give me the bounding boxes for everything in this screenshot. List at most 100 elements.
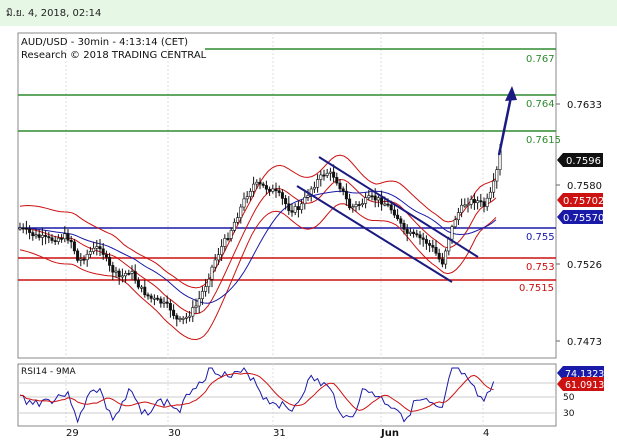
candle-body bbox=[405, 229, 409, 234]
candle-body bbox=[127, 273, 131, 275]
candle-body bbox=[274, 188, 278, 192]
candle-body bbox=[37, 234, 41, 238]
support-label-1: 0.753 bbox=[526, 262, 555, 273]
candle-body bbox=[47, 236, 51, 239]
candle-body bbox=[332, 171, 336, 178]
resistance-label-2: 0.764 bbox=[526, 99, 555, 110]
candle-body bbox=[213, 259, 217, 268]
current-price-tag bbox=[557, 153, 603, 167]
candle-body bbox=[184, 316, 188, 319]
candle-body bbox=[325, 172, 329, 176]
candle-body bbox=[178, 318, 182, 320]
candle-body bbox=[34, 234, 38, 237]
candle-body bbox=[204, 286, 208, 292]
candle-body bbox=[428, 243, 432, 246]
candle-body bbox=[392, 209, 396, 216]
candle-body bbox=[31, 232, 35, 237]
candle-body bbox=[447, 238, 451, 252]
candle-body bbox=[450, 226, 454, 240]
rsi-value-tag bbox=[557, 366, 604, 380]
candle-body bbox=[258, 181, 262, 185]
candle-body bbox=[181, 317, 185, 320]
candle-body bbox=[460, 204, 464, 213]
candle-body bbox=[376, 197, 380, 201]
candle-body bbox=[50, 237, 54, 241]
candle-body bbox=[40, 234, 44, 238]
candle-body bbox=[389, 204, 393, 211]
candle-body bbox=[69, 240, 73, 243]
channel-lower-line bbox=[296, 185, 453, 283]
price-tag-blue bbox=[557, 210, 603, 224]
candle-body bbox=[79, 258, 83, 261]
candle-body bbox=[156, 297, 160, 300]
candle-body bbox=[175, 315, 179, 320]
candle-body bbox=[380, 197, 384, 205]
candle-body bbox=[344, 190, 348, 200]
candle-body bbox=[418, 234, 422, 239]
candle-body bbox=[316, 179, 320, 188]
candle-body bbox=[277, 190, 281, 193]
candle-body bbox=[341, 188, 345, 192]
candle-body bbox=[412, 231, 416, 235]
candle-body bbox=[210, 266, 214, 280]
candle-body bbox=[466, 204, 470, 206]
candle-body bbox=[370, 195, 374, 198]
candle-body bbox=[268, 188, 272, 192]
candle-body bbox=[207, 278, 211, 287]
bollinger-middle bbox=[19, 178, 497, 315]
candle-body bbox=[133, 271, 137, 281]
candle-body bbox=[437, 252, 441, 260]
candle-body bbox=[229, 230, 233, 239]
candle-body bbox=[245, 196, 249, 200]
main-panel bbox=[17, 32, 557, 359]
price-axis-label: 0.7473 bbox=[567, 337, 602, 348]
moving-average-line bbox=[19, 190, 497, 304]
candle-body bbox=[85, 254, 89, 261]
candle-body bbox=[146, 294, 150, 297]
candle-body bbox=[290, 210, 294, 213]
candle-body bbox=[120, 275, 124, 278]
candle-body bbox=[472, 199, 476, 204]
x-axis-label: 4 bbox=[483, 428, 489, 439]
candle-body bbox=[463, 204, 467, 207]
candle-body bbox=[434, 247, 438, 254]
candle-body bbox=[357, 204, 361, 206]
rsi-panel bbox=[17, 363, 557, 427]
price-axis-label: 0.7580 bbox=[567, 181, 602, 192]
candle-body bbox=[364, 197, 368, 204]
candles bbox=[18, 144, 502, 327]
price-tag-red-value: 0.75702 bbox=[563, 196, 604, 207]
candle-body bbox=[197, 298, 201, 307]
candle-body bbox=[143, 286, 147, 296]
resistance-label-3: 0.7615 bbox=[526, 135, 561, 146]
candle-body bbox=[402, 222, 406, 230]
candle-body bbox=[492, 180, 496, 193]
candle-body bbox=[354, 204, 358, 207]
resistance-label-1: 0.767 bbox=[526, 54, 555, 65]
rsi-axis-label: 30 bbox=[563, 409, 575, 419]
candle-body bbox=[303, 197, 307, 205]
candle-body bbox=[172, 309, 176, 316]
candle-body bbox=[300, 203, 304, 210]
candle-body bbox=[162, 301, 166, 304]
candle-body bbox=[421, 237, 425, 240]
x-axis-label: 30 bbox=[168, 428, 181, 439]
candle-body bbox=[396, 214, 400, 219]
rsi-ma-tag bbox=[557, 377, 604, 391]
candle-body bbox=[383, 203, 387, 206]
rsi-title: RSI14 - 9MA bbox=[21, 367, 77, 377]
candle-body bbox=[431, 245, 435, 248]
chart-title: AUD/USD - 30min - 4:13:14 (CET) bbox=[21, 37, 188, 48]
candle-body bbox=[312, 186, 316, 190]
candle-body bbox=[226, 238, 230, 240]
candle-body bbox=[88, 251, 92, 255]
candle-body bbox=[60, 237, 64, 240]
candle-body bbox=[95, 246, 99, 249]
candle-body bbox=[482, 201, 486, 207]
header-bar: มิ.ย. 4, 2018, 02:14 bbox=[0, 0, 617, 26]
rsi-axis-label: 50 bbox=[563, 393, 575, 403]
candle-body bbox=[485, 197, 489, 207]
candle-body bbox=[188, 315, 192, 318]
price-tag-blue-value: 0.75570 bbox=[563, 213, 604, 224]
candle-body bbox=[488, 191, 492, 199]
